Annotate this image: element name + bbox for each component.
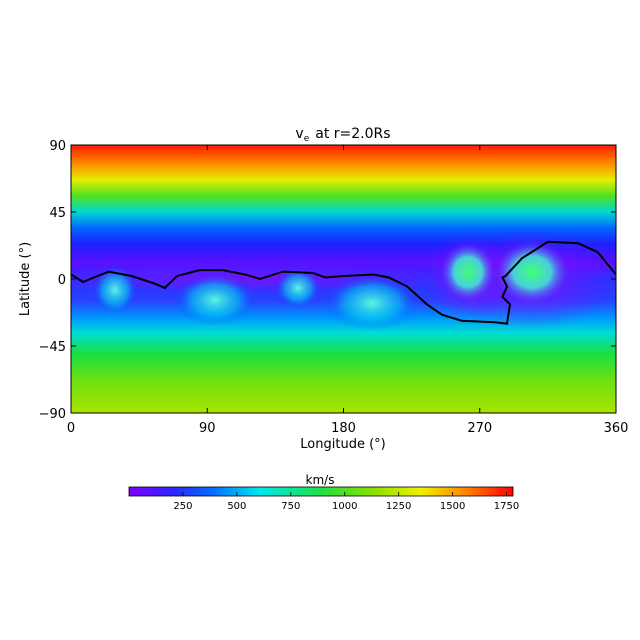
y-axis-label: Latitude (°) [18, 242, 33, 316]
y-tick-label: 0 [58, 273, 66, 288]
x-tick-label: 90 [199, 421, 216, 436]
x-tick-label: 0 [67, 421, 75, 436]
y-axis: 90 45 0 −45 −90 [39, 139, 616, 422]
heatmap-blob [494, 240, 570, 304]
y-tick-label: −45 [39, 340, 66, 355]
x-axis-label: Longitude (°) [300, 437, 385, 452]
x-tick-label: 360 [604, 421, 629, 436]
x-tick-label: 180 [331, 421, 356, 436]
colorbar-tick-label: 500 [227, 501, 246, 512]
neutral-line [71, 240, 616, 325]
x-axis: 0 90 180 270 360 [67, 145, 629, 436]
y-tick-label: −90 [39, 407, 66, 422]
heatmap-blob [326, 275, 418, 331]
heatmap-blob [440, 242, 496, 302]
colorbar-tick-label: 250 [173, 501, 192, 512]
colorbar-ticks: 250 500 750 1000 1250 1500 1750 [173, 492, 519, 512]
colorbar-tick-label: 1500 [440, 501, 465, 512]
colorbar-tick-label: 750 [281, 501, 300, 512]
y-tick-label: 90 [49, 139, 66, 154]
colorbar-tick-label: 1000 [332, 501, 357, 512]
colorbar-tick-label: 1750 [494, 501, 519, 512]
colorbar-title: km/s [306, 473, 335, 487]
heatmap-blob [175, 274, 255, 326]
y-tick-label: 45 [49, 206, 66, 221]
heatmap-blob [276, 268, 320, 308]
colorbar [128, 486, 514, 497]
heatmap-blob [93, 266, 137, 314]
colorbar-tick-label: 1250 [386, 501, 411, 512]
x-tick-label: 270 [467, 421, 492, 436]
heatmap [71, 145, 616, 413]
chart-title: ve at r=2.0Rs [295, 126, 390, 144]
